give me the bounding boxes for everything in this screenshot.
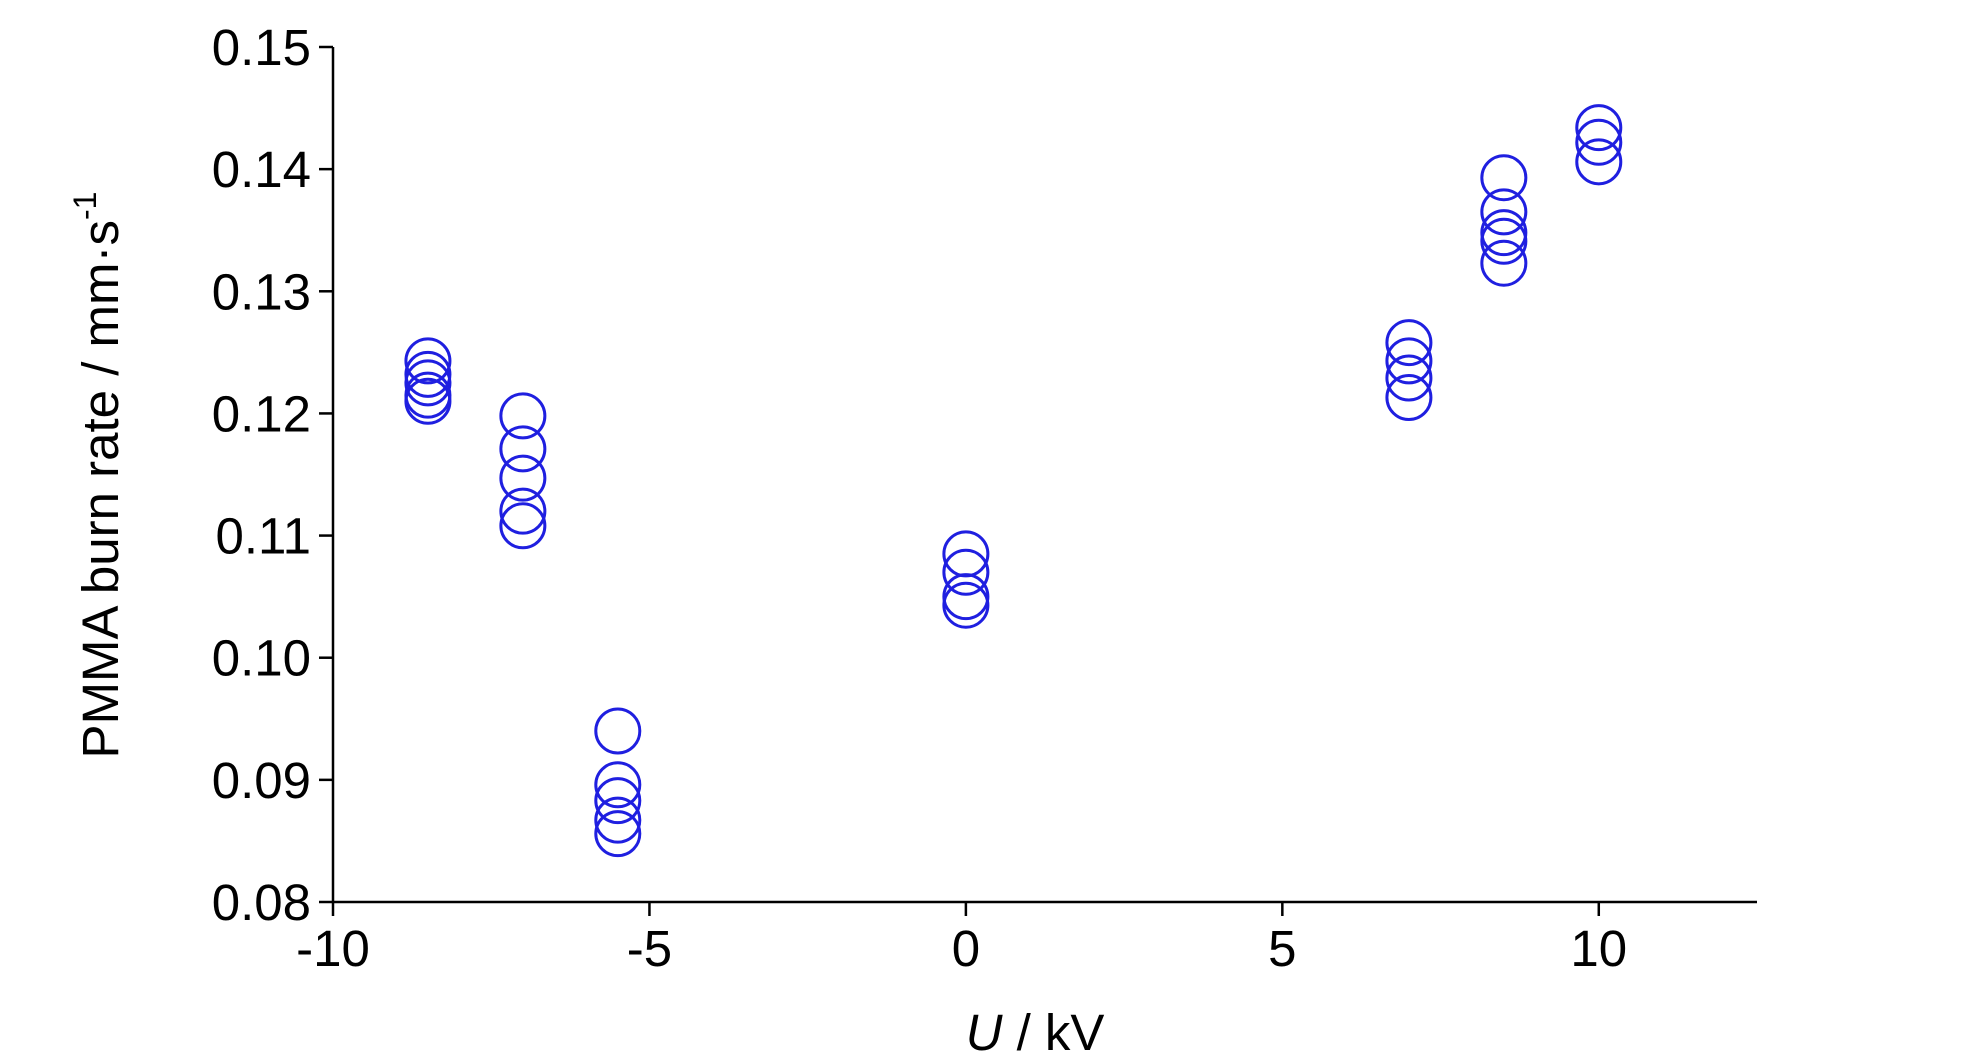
point <box>1480 154 1528 202</box>
y-label-superscript: -1 <box>67 192 103 220</box>
point <box>942 573 990 621</box>
point <box>1480 188 1528 236</box>
y-tick-label: 0.15 <box>212 19 311 76</box>
point <box>1385 354 1433 402</box>
y-tick-label: 0.10 <box>212 630 311 687</box>
x-tick-label: -10 <box>296 920 370 977</box>
point <box>1480 209 1528 257</box>
point <box>942 530 990 578</box>
point <box>1385 337 1433 385</box>
point <box>1385 374 1433 422</box>
y-tick-label: 0.09 <box>212 752 311 809</box>
point <box>404 371 452 419</box>
y-tick-label: 0.14 <box>212 141 311 198</box>
point <box>404 350 452 398</box>
x-tick-label: 0 <box>952 920 980 977</box>
x-label-unit: / kV <box>1017 1004 1105 1061</box>
point <box>499 502 547 550</box>
x-label-symbol: U <box>966 1004 1004 1061</box>
point <box>594 761 642 809</box>
y-tick-label: 0.12 <box>212 385 311 442</box>
point <box>594 707 642 755</box>
point <box>499 487 547 535</box>
x-tick-label: 10 <box>1570 920 1627 977</box>
point <box>1575 138 1623 186</box>
point <box>1385 319 1433 367</box>
x-axis-label: U / kV <box>966 1004 1105 1061</box>
point <box>499 392 547 440</box>
point <box>594 810 642 858</box>
y-axis-label: PMMA burn rate / mm·s-1 <box>67 192 129 759</box>
point <box>1575 104 1623 152</box>
point <box>942 548 990 596</box>
x-tick-label: -5 <box>627 920 672 977</box>
point <box>404 359 452 407</box>
point <box>1575 118 1623 166</box>
point <box>1480 239 1528 287</box>
point <box>499 454 547 502</box>
point <box>499 425 547 473</box>
point <box>942 581 990 629</box>
y-tick-label: 0.08 <box>212 874 311 931</box>
y-label-text: PMMA burn rate / mm·s <box>72 220 129 758</box>
x-tick-label: 5 <box>1268 920 1296 977</box>
point <box>1480 217 1528 265</box>
point <box>594 796 642 844</box>
y-tick-label: 0.13 <box>212 263 311 320</box>
y-tick-label: 0.11 <box>216 508 311 565</box>
point <box>404 337 452 385</box>
point <box>594 777 642 825</box>
